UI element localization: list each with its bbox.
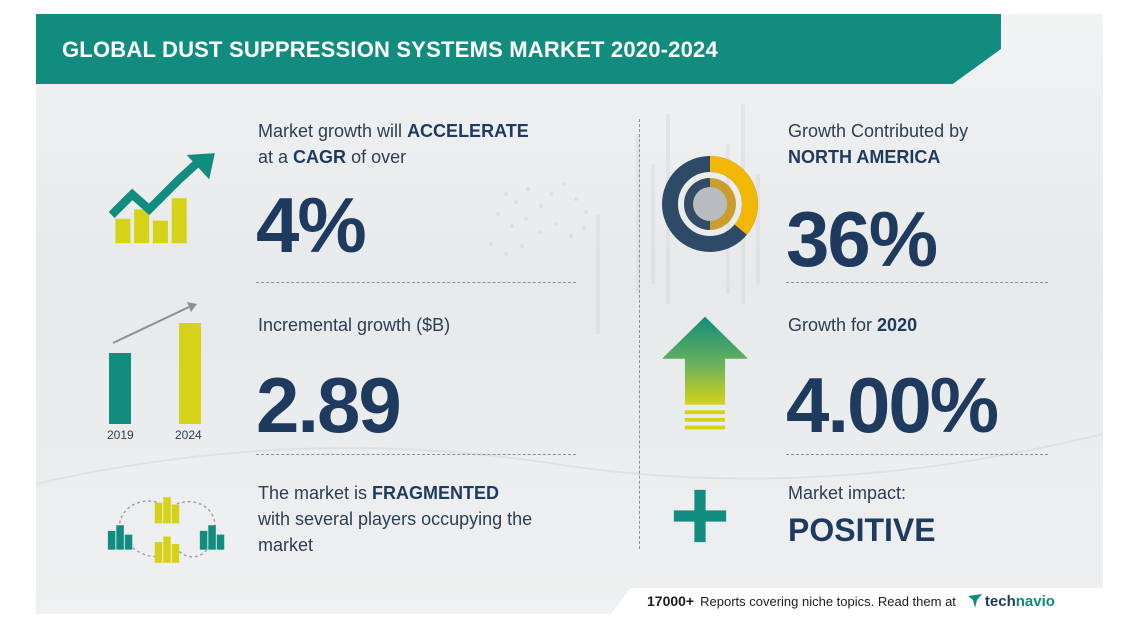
yoy-label-bold: 2020 <box>877 315 918 335</box>
structure-line1-prefix: The market is <box>258 483 368 503</box>
divider-left-1 <box>256 282 576 283</box>
year-end-label: 2024 <box>175 428 202 442</box>
brand-prefix: tech <box>984 592 1016 610</box>
region-line1: Growth Contributed by <box>788 121 969 141</box>
structure-label: The market is FRAGMENTED with several pl… <box>258 480 532 558</box>
footer-report-count: 17000+ <box>647 593 695 609</box>
center-divider <box>639 119 640 549</box>
plus-icon <box>673 489 727 543</box>
impact-value: POSITIVE <box>788 512 936 548</box>
yoy-label-prefix: Growth for <box>788 315 873 335</box>
impact-label: Market impact: <box>788 483 907 503</box>
region-label: Growth Contributed by NORTH AMERICA <box>788 118 968 170</box>
page-title: GLOBAL DUST SUPPRESSION SYSTEMS MARKET 2… <box>62 37 718 62</box>
divider-right-1 <box>786 282 1048 283</box>
incremental-label: Incremental growth ($B) <box>258 315 451 335</box>
incremental-value: 2.89 <box>256 361 402 449</box>
structure-line3: market <box>258 535 314 555</box>
bar-comparison-icon <box>109 302 201 424</box>
infographic-card: GLOBAL DUST SUPPRESSION SYSTEMS MARKET 2… <box>36 14 1103 614</box>
structure-line1-bold: FRAGMENTED <box>372 483 500 503</box>
cagr-line2-prefix: at a <box>258 147 289 167</box>
yoy-value: 4.00% <box>786 361 999 449</box>
cagr-value: 4% <box>256 181 367 269</box>
network-buildings-icon <box>107 497 225 563</box>
structure-line2: with several players occupying the <box>258 509 533 529</box>
cagr-line2-suffix: of over <box>351 147 407 167</box>
donut-share-icon <box>662 156 758 252</box>
yoy-label: Growth for 2020 <box>788 312 917 338</box>
technavio-logo[interactable]: tech navio <box>967 592 1055 610</box>
divider-right-2 <box>786 454 1048 455</box>
up-arrow-icon <box>662 316 748 430</box>
technavio-mark-icon <box>967 594 982 608</box>
year-start-label: 2019 <box>107 428 134 442</box>
cagr-line1-bold: ACCELERATE <box>407 121 529 141</box>
growth-chart-icon <box>108 153 215 244</box>
region-value: 36% <box>786 195 938 283</box>
cagr-label: Market growth will ACCELERATE at a CAGR … <box>258 118 529 170</box>
header-banner: GLOBAL DUST SUPPRESSION SYSTEMS MARKET 2… <box>36 14 1001 84</box>
divider-left-2 <box>256 454 576 455</box>
footer-banner: 17000+ Reports covering niche topics. Re… <box>611 588 1103 614</box>
region-line2-bold: NORTH AMERICA <box>788 147 941 167</box>
cagr-line2-bold: CAGR <box>293 147 347 167</box>
brand-suffix: navio <box>1015 592 1055 610</box>
footer-text: Reports covering niche topics. Read them… <box>700 593 956 609</box>
cagr-line1-prefix: Market growth will <box>258 121 403 141</box>
